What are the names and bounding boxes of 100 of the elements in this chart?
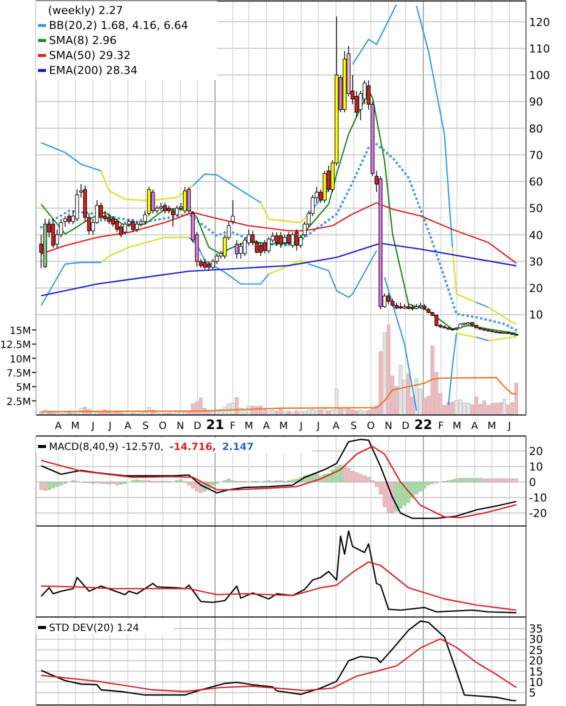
bar (478, 478, 482, 482)
candlestick (51, 218, 56, 248)
line-series (100, 170, 194, 202)
x-tick-label: S (142, 421, 149, 432)
candlestick (107, 213, 111, 225)
bar (414, 482, 418, 495)
line-series (40, 202, 517, 264)
bar (370, 408, 374, 415)
bar (506, 478, 510, 482)
y-tick-label: 100 (529, 69, 550, 82)
bar (354, 472, 358, 482)
legend-label: MACD(8,40,9) -12.570, (49, 442, 164, 453)
line-series (40, 242, 517, 296)
bar (286, 410, 290, 415)
candlestick (234, 240, 239, 260)
bar (406, 482, 410, 502)
bar (474, 396, 478, 415)
candlestick (163, 202, 167, 214)
y-tick-label: 40 (529, 228, 543, 242)
candlestick (386, 292, 390, 304)
text: 2.147 (222, 442, 254, 453)
bar (179, 480, 183, 482)
bar (199, 398, 203, 415)
y-tick-label: 50 (529, 202, 543, 216)
bar (406, 373, 410, 415)
line-series (260, 202, 310, 224)
candlestick (67, 213, 71, 225)
bar (402, 482, 406, 506)
bar (350, 410, 354, 415)
x-tick-label: F (230, 421, 236, 432)
bar (195, 402, 199, 415)
candlestick (274, 232, 279, 246)
x-tick-label: 21 (206, 418, 224, 433)
text: -14.716, (170, 442, 216, 453)
y-tick-label: 30 (529, 255, 543, 268)
y-tick-label: 5 (529, 686, 536, 700)
bar (502, 398, 506, 415)
bar (342, 466, 346, 482)
bar (342, 409, 346, 415)
bar (191, 482, 195, 488)
legend-label: SMA(8) 2.96 (49, 34, 117, 47)
candlestick (159, 202, 163, 212)
candlestick (282, 234, 287, 246)
bar (450, 402, 454, 415)
bar (278, 409, 282, 415)
bar (510, 478, 514, 482)
bar (67, 412, 71, 415)
x-tick-label: M (279, 421, 288, 432)
bar (474, 478, 478, 482)
bar (346, 408, 350, 415)
bar (362, 476, 366, 482)
x-tick-label: O (158, 421, 167, 432)
x-tick-label: A (263, 421, 270, 432)
candlestick (123, 221, 127, 236)
bar (514, 478, 518, 482)
bar (55, 482, 59, 487)
candlestick (298, 234, 303, 248)
bar (398, 364, 402, 415)
bar (262, 410, 266, 415)
bar (494, 478, 498, 482)
x-tick-label: J (298, 421, 303, 432)
line-series (40, 376, 517, 412)
x-tick-label: M (452, 421, 462, 432)
x-tick-label: D (194, 421, 202, 432)
bar (43, 482, 47, 491)
y-tick-label: 15 (529, 665, 543, 678)
x-tick-label: J (316, 421, 320, 432)
bar (310, 409, 314, 415)
y2-tick-label: 7.5M (6, 368, 31, 380)
candlestick (206, 260, 211, 272)
bar (119, 482, 123, 484)
bar (426, 482, 430, 486)
x-tick-label: J (108, 421, 112, 432)
y2-tick-label: 12.5M (0, 340, 31, 352)
bar (227, 478, 231, 482)
bar (498, 402, 502, 415)
bar (470, 478, 474, 482)
y-tick-label: 70 (529, 148, 543, 162)
y-tick-label: 20 (529, 282, 543, 296)
bar (107, 412, 111, 415)
x-tick-label: A (471, 421, 478, 432)
bar (482, 400, 486, 415)
bar (466, 478, 470, 482)
y2-tick-label: 15M (10, 326, 31, 337)
candlestick (214, 252, 219, 264)
bar (318, 410, 322, 415)
bar (95, 412, 99, 415)
y-tick-label: -10 (529, 491, 547, 504)
bar (394, 482, 398, 512)
bar (235, 397, 239, 415)
candlestick (131, 218, 135, 232)
bar (450, 480, 454, 482)
y-tick-label: 120 (529, 16, 550, 29)
y-tick-label: 10 (529, 676, 543, 689)
candlestick (202, 258, 207, 270)
candlestick (151, 189, 155, 214)
bar (39, 482, 43, 490)
bar (270, 410, 274, 415)
bar (462, 402, 466, 415)
bar (334, 467, 338, 482)
